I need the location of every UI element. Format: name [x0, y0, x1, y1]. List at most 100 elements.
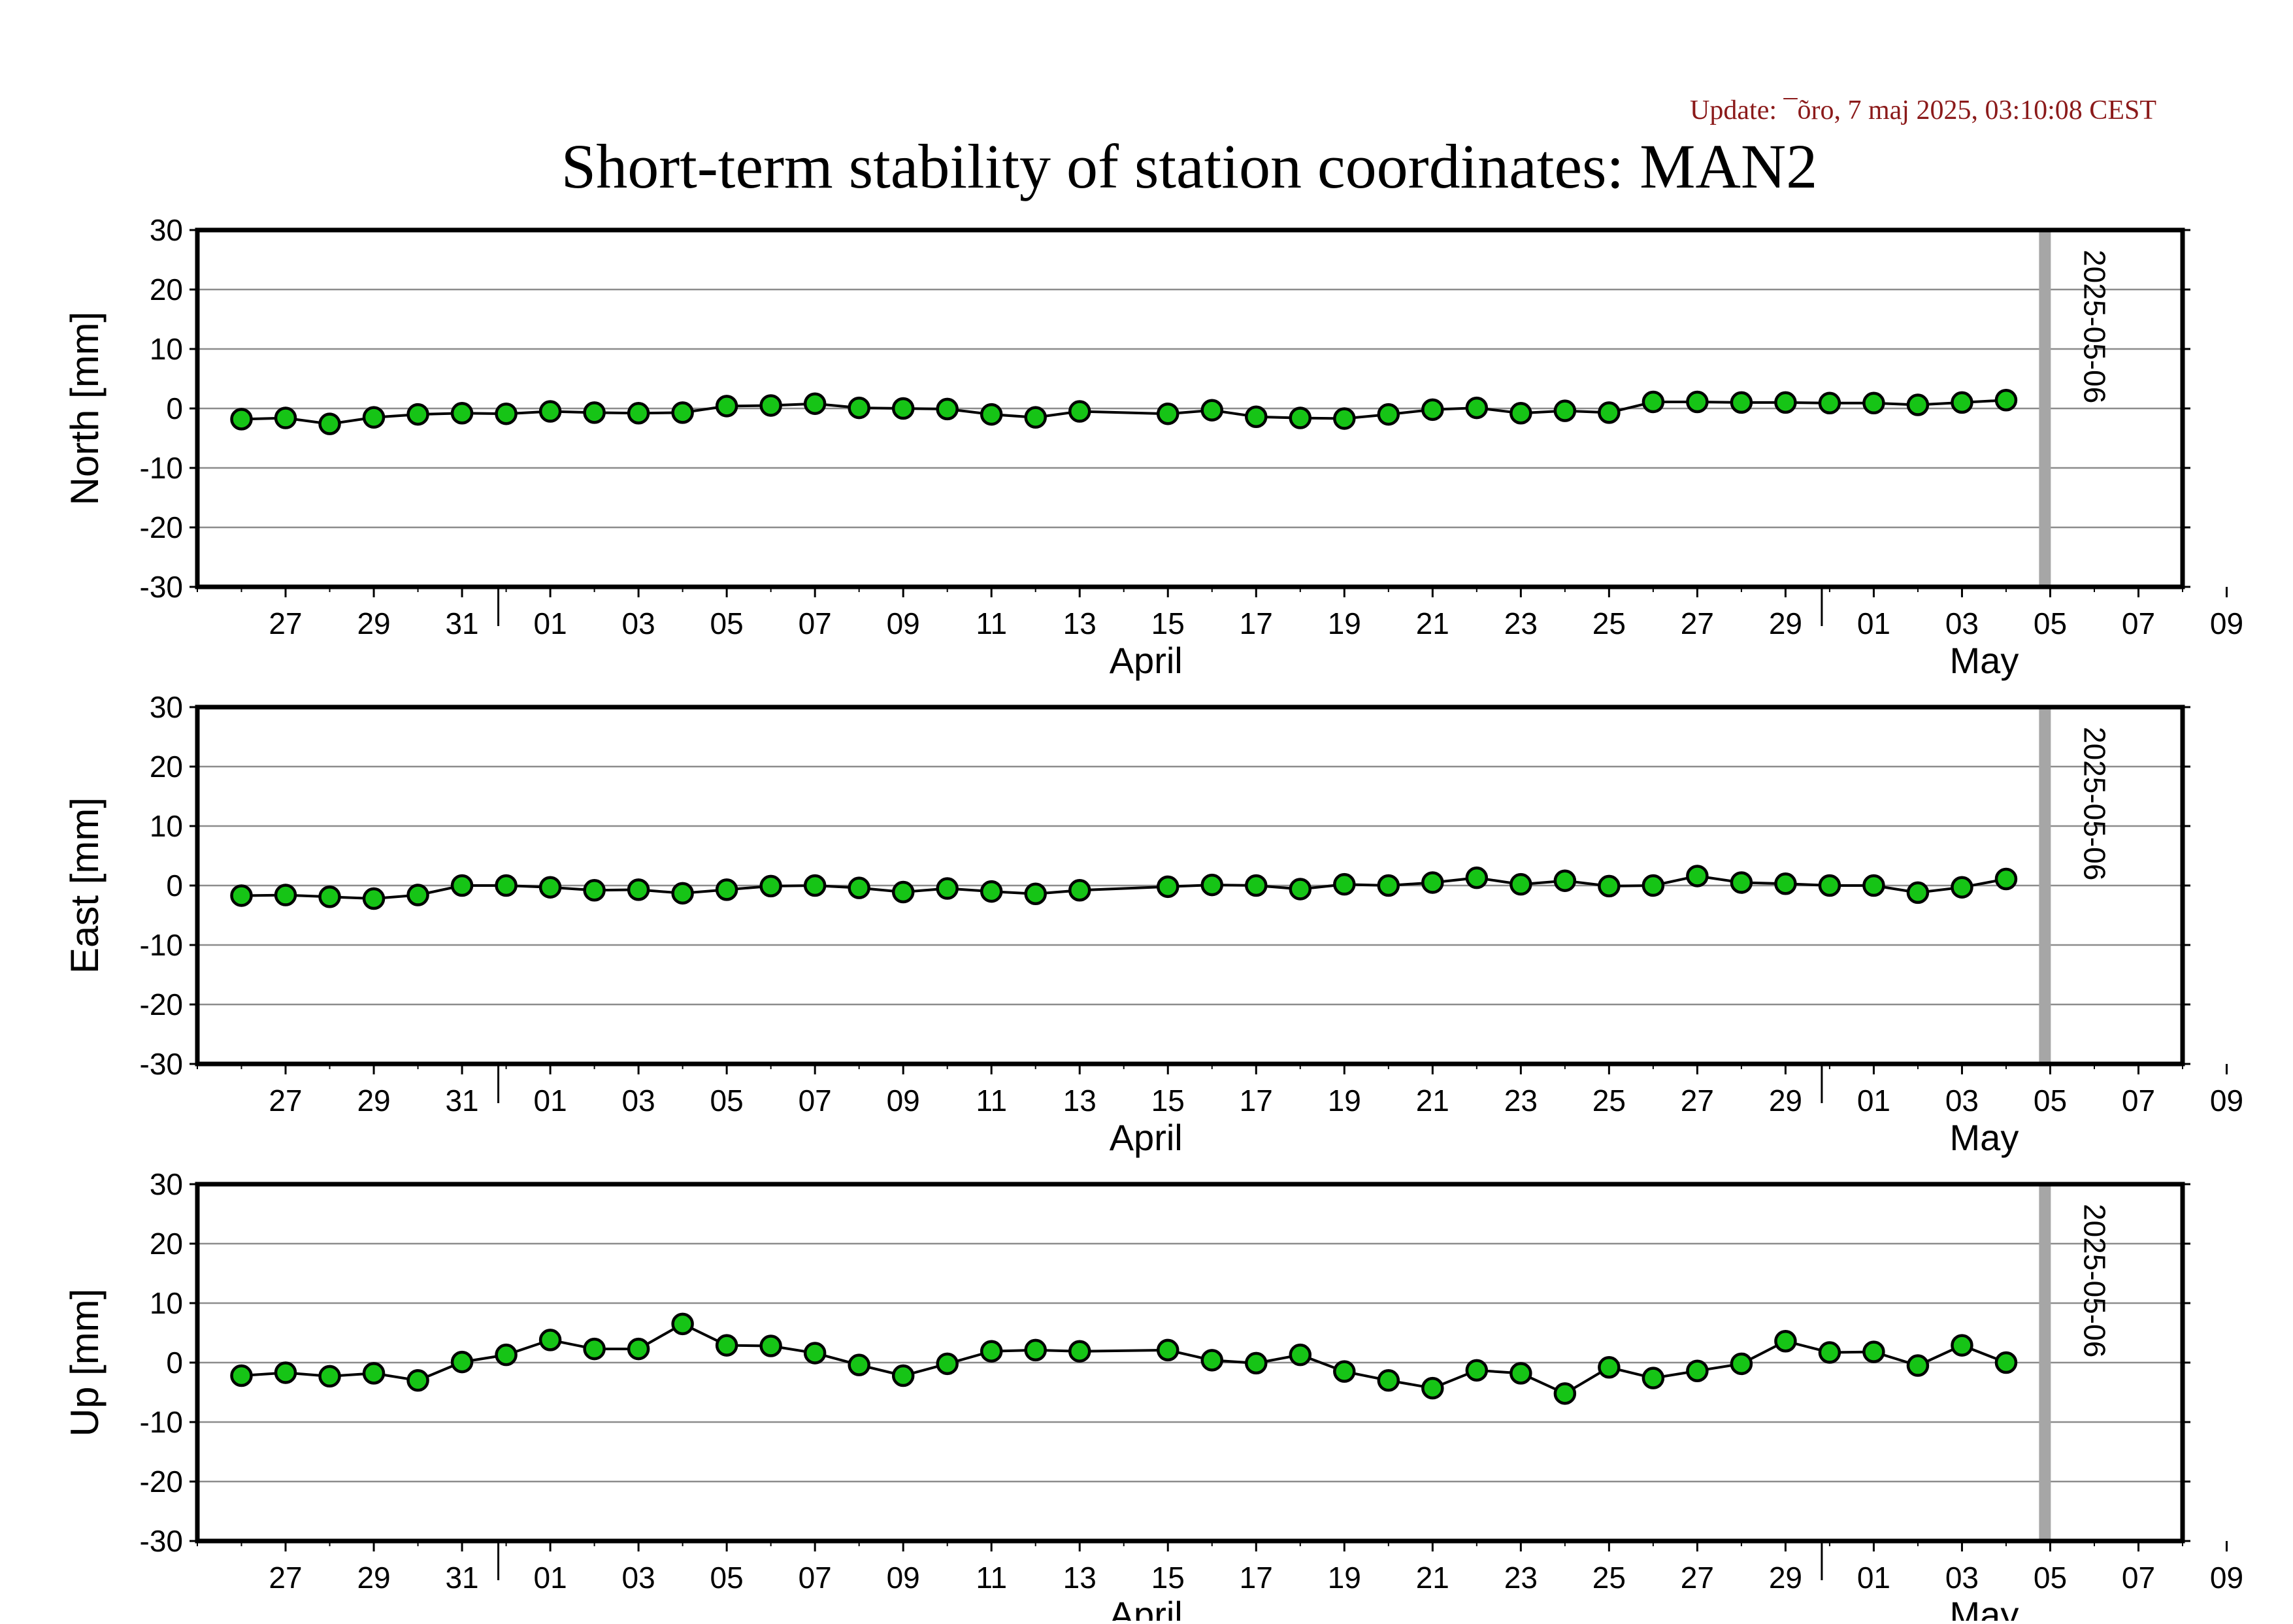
- y-tick-label: -20: [140, 987, 183, 1021]
- data-point: [1200, 399, 1224, 422]
- x-tick-label: 01: [534, 1084, 567, 1118]
- x-tick-label: 09: [887, 1084, 920, 1118]
- x-tick-label: 25: [1592, 1561, 1626, 1595]
- y-tick-label: -30: [140, 570, 183, 604]
- data-point: [1068, 400, 1091, 423]
- x-tick-label: 23: [1504, 606, 1538, 640]
- data-point: [362, 887, 386, 910]
- x-tick-label: 29: [357, 1084, 390, 1118]
- data-point: [1333, 872, 1356, 896]
- data-point: [1862, 391, 1885, 415]
- y-axis-label: East [mm]: [63, 797, 107, 974]
- x-tick-label: 11: [976, 1084, 1007, 1118]
- data-point: [450, 402, 474, 425]
- data-point: [980, 880, 1003, 903]
- y-tick-label: 20: [150, 1227, 183, 1261]
- x-tick-label: 07: [799, 606, 832, 640]
- series-line: [241, 874, 2007, 901]
- x-tick-label: 27: [269, 1084, 302, 1118]
- panel-up: 30 20 10 0 -10 -20 -30 Up [mm] 27 29 31 01 03 05 07 09 1…: [63, 1167, 2243, 1624]
- x-tick-label: 25: [1592, 1084, 1626, 1118]
- x-tick-label: 09: [887, 1561, 920, 1595]
- data-point: [1951, 1334, 1973, 1357]
- series-line: [241, 1322, 2007, 1395]
- x-tick-label: 21: [1416, 606, 1449, 640]
- data-point: [1994, 867, 2018, 891]
- y-tick-label: 10: [150, 1286, 183, 1320]
- data-point: [848, 396, 870, 420]
- x-tick-label: 05: [2034, 1561, 2067, 1595]
- y-tick-label: -20: [140, 1465, 183, 1499]
- data-point: [495, 874, 518, 897]
- x-month-label: April: [1110, 1117, 1183, 1158]
- data-point: [406, 403, 429, 426]
- y-tick-label: -20: [140, 510, 183, 544]
- data-point: [538, 876, 562, 899]
- data-point: [715, 878, 738, 901]
- data-point: [1641, 390, 1665, 414]
- panel-north: 30 20 10 0 -10 -20 -30 North [mm] 27 29 31 01 03 05 07…: [63, 213, 2243, 681]
- data-point: [1377, 403, 1400, 426]
- x-tick-label: 31: [445, 1561, 478, 1595]
- data-point: [362, 1362, 386, 1385]
- data-point: [1465, 866, 1489, 889]
- data-point: [1553, 399, 1577, 422]
- data-point: [318, 886, 341, 908]
- x-month-label: May: [1950, 1117, 2019, 1158]
- x-tick-label: 31: [445, 1084, 478, 1118]
- update-timestamp: Update: ¯õro, 7 maj 2025, 03:10:08 CEST: [1690, 95, 2156, 125]
- y-tick-label: 10: [150, 332, 183, 366]
- data-point: [1686, 865, 1709, 887]
- data-point: [671, 1312, 694, 1336]
- data-point: [1994, 1351, 2018, 1374]
- data-point: [406, 884, 429, 906]
- data-point: [1156, 875, 1179, 899]
- x-tick-label: 15: [1151, 1084, 1185, 1118]
- data-point: [318, 1365, 341, 1388]
- data-point: [1024, 1338, 1047, 1362]
- x-tick-label: 07: [799, 1084, 832, 1118]
- x-tick-label: 09: [2210, 1084, 2243, 1118]
- data-point: [980, 403, 1003, 426]
- data-point: [1598, 401, 1621, 424]
- x-tick-label: 05: [710, 606, 744, 640]
- y-axis-label: North [mm]: [63, 312, 107, 506]
- x-month-label: May: [1950, 640, 2019, 681]
- data-point: [803, 1342, 827, 1365]
- x-month-label: April: [1110, 1594, 1183, 1621]
- data-point: [1200, 1349, 1224, 1372]
- data-point: [1333, 407, 1356, 430]
- x-tick-label: 13: [1063, 1561, 1097, 1595]
- data-point: [583, 1337, 606, 1361]
- y-axis-label: Up [mm]: [63, 1289, 107, 1437]
- data-point: [1862, 874, 1885, 897]
- data-point: [1641, 1367, 1665, 1389]
- x-tick-label: 23: [1504, 1561, 1538, 1595]
- data-point: [495, 402, 518, 425]
- data-point: [274, 406, 297, 429]
- x-tick-label: 25: [1592, 606, 1626, 640]
- data-point: [715, 395, 738, 418]
- data-point: [1024, 406, 1047, 429]
- x-tick-label: 19: [1328, 1084, 1361, 1118]
- data-point: [1024, 882, 1047, 905]
- data-point: [362, 406, 386, 429]
- data-point: [671, 882, 694, 905]
- y-tick-label: -10: [140, 1405, 183, 1439]
- x-tick-label: 05: [710, 1084, 744, 1118]
- data-point: [1994, 389, 2018, 412]
- data-point: [1377, 1369, 1400, 1392]
- x-tick-label: 27: [269, 606, 302, 640]
- data-point: [1774, 391, 1797, 414]
- x-tick-label: 17: [1240, 1561, 1273, 1595]
- data-point: [1509, 1362, 1532, 1385]
- x-month-label: April: [1110, 640, 1183, 681]
- y-tick-label: 30: [150, 1167, 183, 1201]
- x-tick-label: 11: [976, 606, 1007, 640]
- x-tick-label: 15: [1151, 1561, 1185, 1595]
- chart-title: Short-term stability of station coordina…: [561, 131, 1817, 201]
- x-tick-label: 13: [1063, 606, 1097, 640]
- x-tick-label: 03: [1945, 606, 1979, 640]
- panel-east: 30 20 10 0 -10 -20 -30 East [mm] 27 29 31 01 03 05 07 0…: [63, 690, 2243, 1158]
- y-tick-label: -30: [140, 1524, 183, 1558]
